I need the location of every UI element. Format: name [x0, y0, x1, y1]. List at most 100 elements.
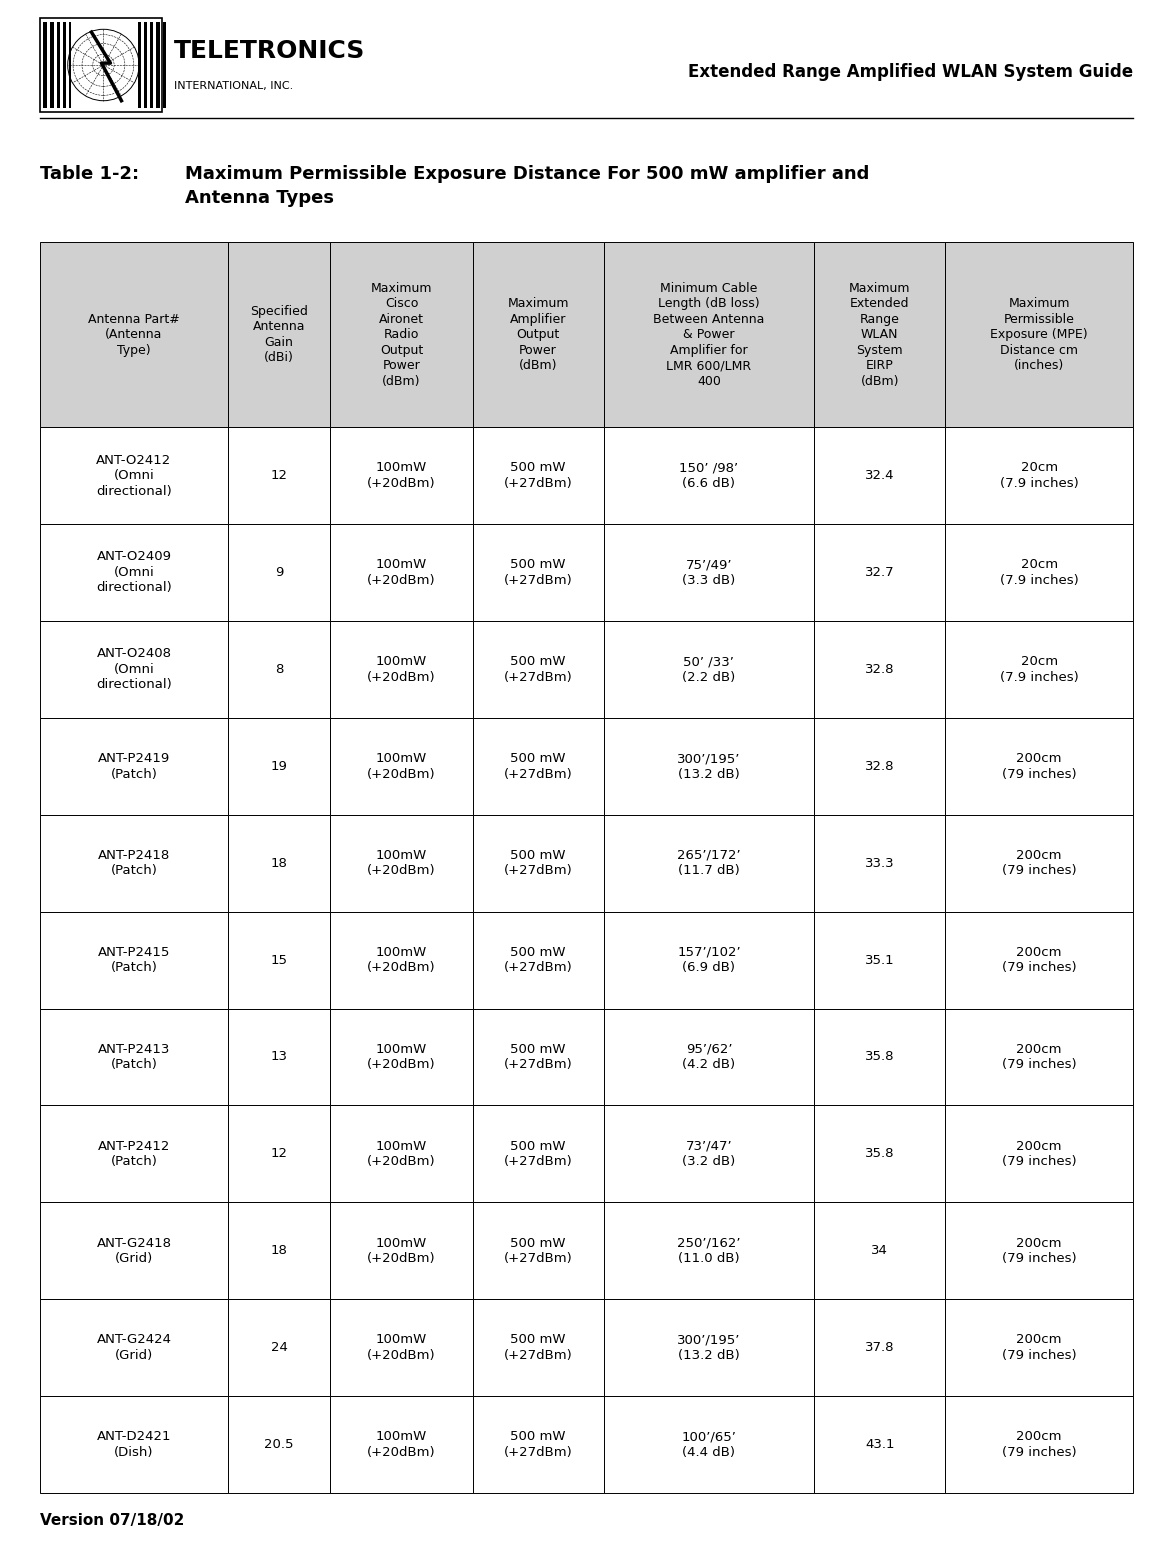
Bar — [40, 525, 228, 621]
Text: 500 mW
(+27dBm): 500 mW (+27dBm) — [503, 461, 572, 489]
Bar — [331, 1008, 473, 1105]
Bar — [40, 814, 228, 912]
Bar — [473, 1396, 604, 1492]
Bar — [814, 427, 945, 525]
Bar — [604, 1396, 814, 1492]
Bar — [62, 22, 65, 108]
Bar — [945, 1299, 1133, 1396]
Text: 500 mW
(+27dBm): 500 mW (+27dBm) — [503, 1139, 572, 1169]
Bar — [945, 241, 1133, 427]
Bar — [945, 621, 1133, 718]
Text: 100mW
(+20dBm): 100mW (+20dBm) — [367, 655, 436, 684]
Text: 200cm
(79 inches): 200cm (79 inches) — [1002, 1237, 1077, 1265]
Text: ANT-P2413
(Patch): ANT-P2413 (Patch) — [97, 1043, 170, 1071]
Bar — [473, 241, 604, 427]
Bar — [473, 718, 604, 814]
Text: 73’/47’
(3.2 dB): 73’/47’ (3.2 dB) — [683, 1139, 735, 1169]
Bar — [40, 1008, 228, 1105]
Text: ANT-O2412
(Omni
directional): ANT-O2412 (Omni directional) — [96, 454, 171, 497]
Text: 265’/172’
(11.7 dB): 265’/172’ (11.7 dB) — [677, 848, 740, 878]
Bar — [473, 427, 604, 525]
Bar — [331, 621, 473, 718]
Text: 19: 19 — [271, 760, 287, 772]
Text: 157’/102’
(6.9 dB): 157’/102’ (6.9 dB) — [677, 946, 740, 974]
Bar — [331, 912, 473, 1008]
Text: ANT-P2419
(Patch): ANT-P2419 (Patch) — [97, 752, 170, 780]
Text: 35.1: 35.1 — [865, 954, 895, 966]
Text: 13: 13 — [271, 1051, 287, 1063]
Text: Maximum
Permissible
Exposure (MPE)
Distance cm
(inches): Maximum Permissible Exposure (MPE) Dista… — [990, 297, 1087, 372]
Bar — [814, 718, 945, 814]
Bar — [143, 22, 147, 108]
Bar — [331, 525, 473, 621]
Bar — [228, 1299, 331, 1396]
Text: 15: 15 — [271, 954, 287, 966]
Bar — [137, 22, 140, 108]
Text: Extended Range Amplified WLAN System Guide: Extended Range Amplified WLAN System Gui… — [687, 63, 1133, 80]
Bar — [50, 22, 53, 108]
Bar — [604, 241, 814, 427]
Bar — [604, 1299, 814, 1396]
Text: Maximum
Cisco
Aironet
Radio
Output
Power
(dBm): Maximum Cisco Aironet Radio Output Power… — [371, 282, 432, 387]
Text: 200cm
(79 inches): 200cm (79 inches) — [1002, 752, 1077, 780]
Text: ANT-O2408
(Omni
directional): ANT-O2408 (Omni directional) — [96, 647, 171, 692]
Text: 34: 34 — [872, 1245, 888, 1257]
Bar — [331, 1105, 473, 1203]
Bar — [814, 814, 945, 912]
Bar — [473, 1299, 604, 1396]
Bar — [604, 1105, 814, 1203]
Bar — [604, 525, 814, 621]
Text: ANT-G2418
(Grid): ANT-G2418 (Grid) — [96, 1237, 171, 1265]
Text: 95’/62’
(4.2 dB): 95’/62’ (4.2 dB) — [683, 1043, 735, 1071]
Text: INTERNATIONAL, INC.: INTERNATIONAL, INC. — [174, 80, 293, 91]
Text: 200cm
(79 inches): 200cm (79 inches) — [1002, 946, 1077, 974]
Bar — [945, 1203, 1133, 1299]
Text: 100mW
(+20dBm): 100mW (+20dBm) — [367, 946, 436, 974]
Bar — [473, 525, 604, 621]
Bar — [57, 22, 59, 108]
Text: 250’/162’
(11.0 dB): 250’/162’ (11.0 dB) — [677, 1237, 740, 1265]
Bar — [814, 241, 945, 427]
Bar — [40, 241, 228, 427]
Text: 300’/195’
(13.2 dB): 300’/195’ (13.2 dB) — [677, 752, 740, 780]
Bar — [604, 912, 814, 1008]
Bar — [43, 22, 46, 108]
Text: 20cm
(7.9 inches): 20cm (7.9 inches) — [999, 461, 1078, 489]
Bar — [40, 1396, 228, 1492]
Text: 9: 9 — [274, 567, 284, 579]
Bar — [228, 1396, 331, 1492]
Text: 32.8: 32.8 — [865, 663, 895, 676]
Bar — [40, 718, 228, 814]
Text: Table 1-2:: Table 1-2: — [40, 166, 140, 183]
Text: 24: 24 — [271, 1341, 287, 1354]
Text: ANT-D2421
(Dish): ANT-D2421 (Dish) — [96, 1430, 171, 1458]
Text: 500 mW
(+27dBm): 500 mW (+27dBm) — [503, 559, 572, 587]
Text: 100mW
(+20dBm): 100mW (+20dBm) — [367, 1139, 436, 1169]
Bar — [814, 1396, 945, 1492]
Bar — [473, 1105, 604, 1203]
Bar — [473, 1203, 604, 1299]
Bar — [40, 912, 228, 1008]
Text: 200cm
(79 inches): 200cm (79 inches) — [1002, 1333, 1077, 1362]
Bar — [945, 912, 1133, 1008]
Bar — [473, 814, 604, 912]
Bar — [945, 814, 1133, 912]
Bar — [604, 718, 814, 814]
Text: 500 mW
(+27dBm): 500 mW (+27dBm) — [503, 655, 572, 684]
Text: Maximum Permissible Exposure Distance For 500 mW amplifier and
Antenna Types: Maximum Permissible Exposure Distance Fo… — [185, 166, 869, 206]
Bar — [331, 814, 473, 912]
Bar — [69, 22, 72, 108]
Bar — [331, 241, 473, 427]
Text: ANT-P2412
(Patch): ANT-P2412 (Patch) — [97, 1139, 170, 1169]
Bar — [163, 22, 165, 108]
Text: 100mW
(+20dBm): 100mW (+20dBm) — [367, 1043, 436, 1071]
Text: ANT-G2424
(Grid): ANT-G2424 (Grid) — [96, 1333, 171, 1362]
Bar — [40, 1105, 228, 1203]
Text: 33.3: 33.3 — [865, 856, 895, 870]
Text: 500 mW
(+27dBm): 500 mW (+27dBm) — [503, 1237, 572, 1265]
Bar — [945, 1008, 1133, 1105]
Text: 100mW
(+20dBm): 100mW (+20dBm) — [367, 1430, 436, 1458]
Bar — [473, 1008, 604, 1105]
Text: 500 mW
(+27dBm): 500 mW (+27dBm) — [503, 848, 572, 878]
Bar — [473, 912, 604, 1008]
